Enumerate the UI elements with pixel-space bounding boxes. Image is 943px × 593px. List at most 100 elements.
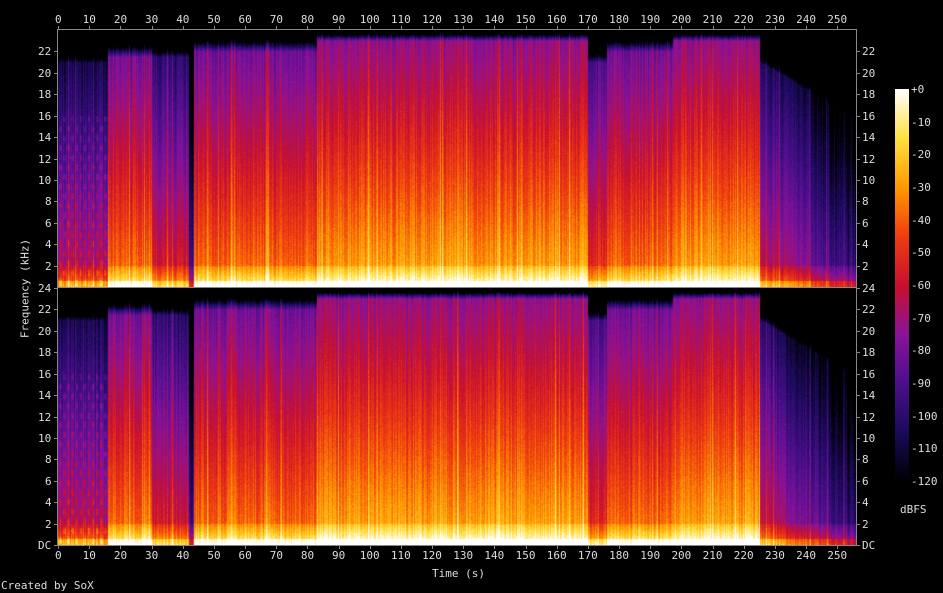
y-tick-right (857, 437, 860, 439)
y-tick-label-left: 6 (45, 216, 52, 230)
x-tick-label-bottom: 40 (176, 549, 190, 562)
y-tick-label-right: 16 (862, 109, 876, 123)
y-tick-label-left: 22 (38, 45, 52, 59)
x-tick-label-top: 110 (390, 13, 411, 26)
x-tick-label-top: 0 (55, 13, 62, 26)
y-tick-label-right: 4 (862, 496, 869, 510)
y-tick-left (54, 179, 57, 181)
y-tick-right (857, 352, 860, 354)
x-tick-label-top: 90 (332, 13, 346, 26)
x-tick-top (463, 26, 465, 29)
y-tick-label-right: 18 (862, 346, 876, 360)
y-tick-label-left: 24 (38, 282, 52, 295)
y-tick-right (857, 288, 860, 289)
x-tick-top (743, 26, 745, 29)
y-tick-right (857, 179, 860, 181)
colorbar-tick-label: -40 (911, 213, 931, 227)
y-tick-left (54, 222, 57, 224)
y-tick-left (54, 416, 57, 418)
x-tick-top (276, 26, 278, 29)
x-tick-top (338, 26, 340, 29)
y-tick-label-left: 22 (38, 303, 52, 317)
x-tick-bottom (463, 546, 465, 549)
y-tick-label-left: 10 (38, 173, 52, 187)
y-tick-label-right: DC (862, 539, 876, 552)
x-tick-bottom (151, 546, 153, 549)
y-tick-left (54, 459, 57, 461)
y-tick-right (857, 395, 860, 397)
x-tick-bottom (681, 546, 683, 549)
y-tick-left (54, 115, 57, 117)
x-tick-label-bottom: 60 (238, 549, 252, 562)
x-tick-top (307, 26, 309, 29)
y-tick-right (857, 201, 860, 203)
x-tick-top (432, 26, 434, 29)
y-tick-left (54, 502, 57, 504)
y-tick-label-left: 8 (45, 453, 52, 467)
x-tick-bottom (213, 546, 215, 549)
x-tick-label-top: 40 (176, 13, 190, 26)
x-tick-label-top: 210 (702, 13, 723, 26)
y-tick-label-left: 6 (45, 474, 52, 488)
x-tick-label-top: 140 (484, 13, 505, 26)
x-tick-top (58, 26, 59, 29)
colorbar-tick-label: -30 (911, 181, 931, 194)
x-tick-label-top: 60 (238, 13, 252, 26)
x-tick-bottom (556, 546, 558, 549)
y-tick-label-left: 4 (45, 238, 52, 252)
x-tick-top (774, 26, 776, 29)
y-tick-left (54, 158, 57, 160)
y-tick-right (857, 137, 860, 139)
x-tick-top (89, 26, 91, 29)
y-tick-left (54, 437, 57, 439)
y-tick-left (54, 480, 57, 482)
x-tick-label-bottom: 250 (827, 549, 848, 562)
y-tick-label-right: 6 (862, 216, 869, 230)
y-tick-left (54, 72, 57, 74)
channel-divider (57, 287, 857, 288)
x-axis-label: Time (s) (432, 567, 485, 580)
x-tick-top (213, 26, 215, 29)
y-tick-left (54, 523, 57, 525)
x-tick-label-bottom: 100 (359, 549, 380, 562)
x-tick-label-top: 100 (359, 13, 380, 26)
y-tick-label-left: 12 (38, 410, 52, 424)
colorbar-tick-label: -110 (911, 442, 938, 456)
y-tick-label-left: 14 (38, 389, 52, 403)
y-tick-right (857, 545, 860, 546)
x-tick-bottom (276, 546, 278, 549)
y-tick-left (54, 352, 57, 354)
x-tick-label-bottom: 230 (764, 549, 785, 562)
channel-2-spectrogram (58, 288, 856, 545)
x-tick-label-bottom: 50 (207, 549, 221, 562)
y-tick-label-right: 10 (862, 173, 876, 187)
colorbar-tick-label: -100 (911, 409, 938, 423)
x-tick-label-bottom: 190 (640, 549, 661, 562)
y-tick-label-left: 18 (38, 346, 52, 360)
y-tick-label-right: 20 (862, 66, 876, 80)
x-tick-label-top: 130 (453, 13, 474, 26)
y-tick-right (857, 330, 860, 332)
x-tick-bottom (182, 546, 184, 549)
y-tick-label-right: 12 (862, 152, 876, 166)
x-tick-top (587, 26, 589, 29)
x-tick-label-bottom: 170 (577, 549, 598, 562)
y-tick-right (857, 309, 860, 311)
y-tick-right (857, 265, 860, 267)
y-tick-right (857, 222, 860, 224)
x-tick-label-bottom: 30 (145, 549, 159, 562)
y-tick-label-right: 8 (862, 453, 869, 467)
x-tick-label-top: 10 (82, 13, 96, 26)
y-tick-label-left: DC (38, 539, 52, 552)
y-tick-label-left: 10 (38, 431, 52, 445)
x-tick-label-top: 230 (764, 13, 785, 26)
x-tick-top (525, 26, 527, 29)
x-tick-top (494, 26, 496, 29)
y-tick-label-right: 6 (862, 474, 869, 488)
y-tick-left (54, 330, 57, 332)
y-tick-label-right: 14 (862, 131, 876, 145)
y-tick-label-left: 16 (38, 109, 52, 123)
y-tick-label-right: 12 (862, 410, 876, 424)
y-tick-right (857, 94, 860, 96)
y-tick-label-left: 4 (45, 496, 52, 510)
